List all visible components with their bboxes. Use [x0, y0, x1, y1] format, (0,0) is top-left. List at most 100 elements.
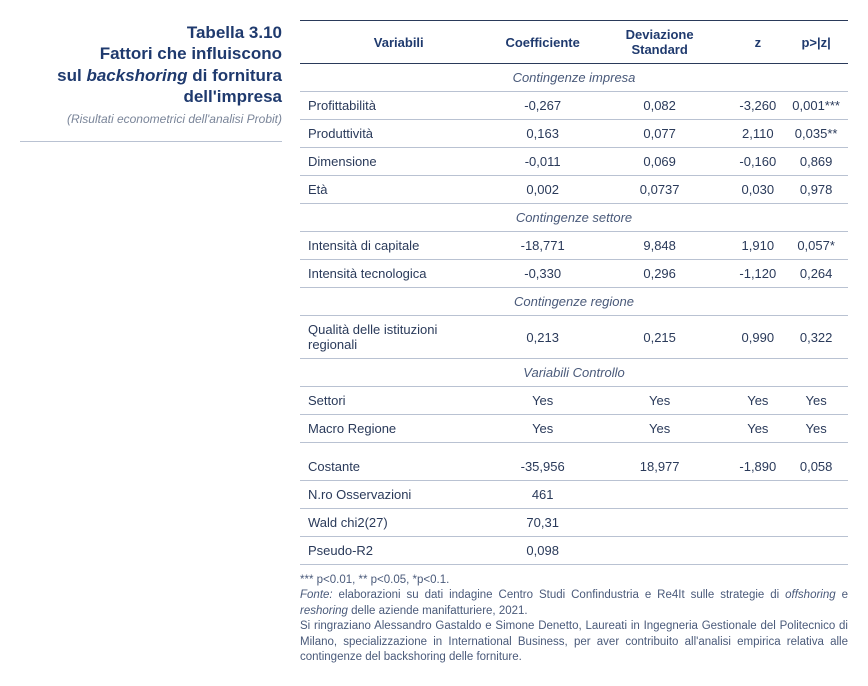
cell-z	[731, 508, 784, 536]
section-label: Contingenze impresa	[300, 64, 848, 92]
cell-dev	[588, 536, 732, 564]
cell-p: Yes	[784, 415, 848, 443]
section-label: Variabili Controllo	[300, 359, 848, 387]
table-row: Macro RegioneYesYesYesYes	[300, 415, 848, 443]
cell-dev: 0,082	[588, 92, 732, 120]
cell-z: Yes	[731, 387, 784, 415]
cell-z: 2,110	[731, 120, 784, 148]
cell-var: Costante	[300, 453, 497, 481]
cell-p: 0,978	[784, 176, 848, 204]
ack-note: Si ringraziano Alessandro Gastaldo e Sim…	[300, 619, 848, 666]
fonte-pre: elaborazioni su dati indagine Centro Stu…	[333, 589, 786, 601]
col-variabili: Variabili	[300, 21, 497, 64]
left-rule	[20, 141, 282, 142]
cell-p	[784, 508, 848, 536]
cell-p: 0,057*	[784, 232, 848, 260]
cell-p: 0,869	[784, 148, 848, 176]
cell-z: -1,120	[731, 260, 784, 288]
section-label: Contingenze regione	[300, 288, 848, 316]
table-row: Età0,0020,07370,0300,978	[300, 176, 848, 204]
results-table: Variabili Coefficiente Deviazione Standa…	[300, 20, 848, 565]
cell-dev: Yes	[588, 415, 732, 443]
right-panel: Variabili Coefficiente Deviazione Standa…	[300, 20, 848, 666]
cell-dev: 0,0737	[588, 176, 732, 204]
cell-var: Settori	[300, 387, 497, 415]
cell-dev	[588, 480, 732, 508]
cell-coef: 461	[497, 480, 587, 508]
header-row: Variabili Coefficiente Deviazione Standa…	[300, 21, 848, 64]
section-label: Contingenze settore	[300, 204, 848, 232]
cell-var: Intensità di capitale	[300, 232, 497, 260]
cell-coef: -18,771	[497, 232, 587, 260]
cell-var: Macro Regione	[300, 415, 497, 443]
cell-var: Wald chi2(27)	[300, 508, 497, 536]
cell-dev: 0,215	[588, 316, 732, 359]
table-row: Pseudo-R20,098	[300, 536, 848, 564]
title-line4: dell'impresa	[183, 87, 282, 106]
page-layout: Tabella 3.10 Fattori che influiscono sul…	[20, 20, 848, 666]
cell-coef: 0,213	[497, 316, 587, 359]
cell-z: -1,890	[731, 453, 784, 481]
col-coefficiente: Coefficiente	[497, 21, 587, 64]
cell-p	[784, 480, 848, 508]
left-panel: Tabella 3.10 Fattori che influiscono sul…	[20, 20, 282, 666]
fonte-label: Fonte:	[300, 589, 333, 601]
significance-note: *** p<0.01, ** p<0.05, *p<0.1.	[300, 573, 848, 589]
cell-z: 0,030	[731, 176, 784, 204]
cell-p: 0,322	[784, 316, 848, 359]
source-note: Fonte: elaborazioni su dati indagine Cen…	[300, 588, 848, 619]
section-impresa: Contingenze impresa	[300, 64, 848, 92]
cell-coef: -35,956	[497, 453, 587, 481]
cell-dev: Yes	[588, 387, 732, 415]
table-row: Produttività0,1630,0772,1100,035**	[300, 120, 848, 148]
cell-var: Dimensione	[300, 148, 497, 176]
cell-var: Produttività	[300, 120, 497, 148]
title-line2: Fattori che influiscono	[100, 44, 282, 63]
cell-var: Profittabilità	[300, 92, 497, 120]
cell-var: N.ro Osservazioni	[300, 480, 497, 508]
cell-p	[784, 536, 848, 564]
fonte-i1: offshoring	[785, 589, 836, 601]
cell-p: 0,001***	[784, 92, 848, 120]
cell-coef: 0,098	[497, 536, 587, 564]
title-line3-pre: sul	[57, 66, 86, 85]
cell-dev: 0,296	[588, 260, 732, 288]
cell-coef: 0,163	[497, 120, 587, 148]
section-controllo: Variabili Controllo	[300, 359, 848, 387]
section-regione: Contingenze regione	[300, 288, 848, 316]
table-subtitle: (Risultati econometrici dell'analisi Pro…	[20, 111, 282, 127]
cell-z: 0,990	[731, 316, 784, 359]
cell-dev: 0,077	[588, 120, 732, 148]
cell-z	[731, 536, 784, 564]
table-row: Profittabilità-0,2670,082-3,2600,001***	[300, 92, 848, 120]
cell-z	[731, 480, 784, 508]
cell-dev: 9,848	[588, 232, 732, 260]
cell-z: Yes	[731, 415, 784, 443]
table-row: Qualità delle istituzioni regionali0,213…	[300, 316, 848, 359]
col-deviazione: Deviazione Standard	[588, 21, 732, 64]
cell-z: -0,160	[731, 148, 784, 176]
cell-coef: Yes	[497, 387, 587, 415]
cell-p: Yes	[784, 387, 848, 415]
section-settore: Contingenze settore	[300, 204, 848, 232]
cell-coef: 0,002	[497, 176, 587, 204]
table-row: SettoriYesYesYesYes	[300, 387, 848, 415]
table-row: Costante-35,95618,977-1,8900,058	[300, 453, 848, 481]
title-line3-post: di fornitura	[188, 66, 282, 85]
cell-coef: -0,330	[497, 260, 587, 288]
col-p: p>|z|	[784, 21, 848, 64]
title-line1: Tabella 3.10	[187, 23, 282, 42]
cell-z: 1,910	[731, 232, 784, 260]
table-title: Tabella 3.10 Fattori che influiscono sul…	[20, 22, 282, 107]
cell-z: -3,260	[731, 92, 784, 120]
table-row: N.ro Osservazioni461	[300, 480, 848, 508]
table-row: Wald chi2(27)70,31	[300, 508, 848, 536]
cell-coef: -0,011	[497, 148, 587, 176]
cell-dev: 18,977	[588, 453, 732, 481]
cell-var: Pseudo-R2	[300, 536, 497, 564]
cell-dev: 0,069	[588, 148, 732, 176]
cell-coef: -0,267	[497, 92, 587, 120]
col-z: z	[731, 21, 784, 64]
cell-p: 0,058	[784, 453, 848, 481]
fonte-mid: e	[836, 589, 848, 601]
